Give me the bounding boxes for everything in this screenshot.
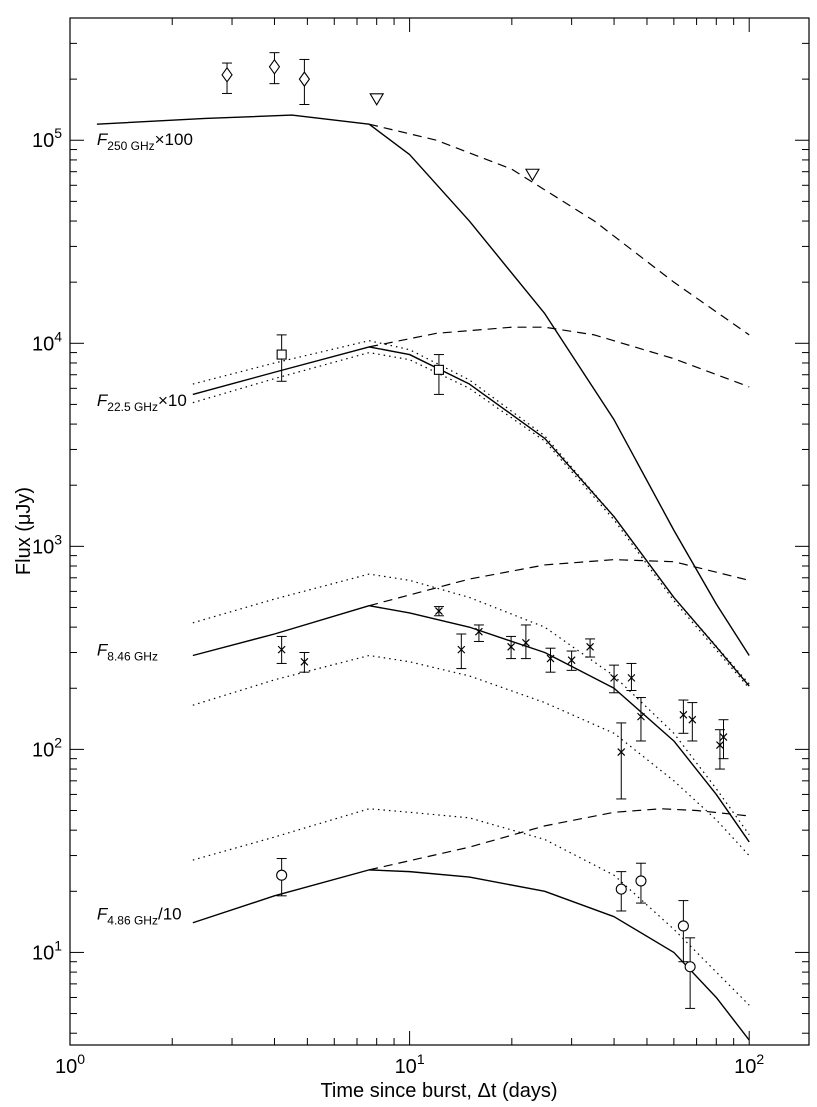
cross-marker <box>300 657 309 666</box>
circle-marker <box>276 869 288 881</box>
cross-marker <box>679 710 688 719</box>
diamond-marker <box>268 58 281 75</box>
cross-marker <box>586 642 595 651</box>
cross-marker <box>546 654 555 663</box>
model-curve-dotted-lower <box>192 351 750 689</box>
circle-marker <box>615 883 627 895</box>
model-curve-dotted-upper <box>192 573 750 836</box>
model-curve-dashed <box>369 326 750 388</box>
series-label: F8.46 GHz <box>97 640 158 663</box>
model-curve-solid <box>192 605 750 843</box>
y-tick-label: 105 <box>32 125 62 152</box>
cross-marker <box>610 673 618 682</box>
cross-marker <box>474 627 483 636</box>
cross-marker <box>637 712 645 721</box>
upper-limit-marker <box>524 168 540 182</box>
y-tick-label: 102 <box>32 734 62 761</box>
square-marker <box>276 349 287 360</box>
x-axis-title: Time since burst, Δt (days) <box>320 1080 557 1102</box>
axis-tick-labels: 100 101 102 101 102 103 104 105 <box>32 125 764 1078</box>
cross-marker <box>617 748 626 756</box>
diamond-marker <box>298 71 311 88</box>
circle-marker <box>635 875 647 887</box>
data-points <box>221 52 729 1009</box>
y-tick-label: 104 <box>32 328 62 355</box>
diamond-marker <box>221 66 233 83</box>
cross-marker <box>521 638 530 647</box>
model-curve-dotted-upper <box>192 808 750 1006</box>
model-curve-solid <box>192 346 750 687</box>
circle-marker <box>684 961 696 973</box>
cross-marker <box>507 642 516 651</box>
axis-ticks <box>69 17 809 1045</box>
model-curve-solid <box>192 869 750 1041</box>
cross-marker <box>627 673 636 682</box>
cross-marker <box>688 715 697 724</box>
cross-marker <box>435 607 443 615</box>
model-curve-solid <box>96 114 750 656</box>
upper-limit-marker <box>369 93 385 106</box>
cross-marker <box>719 733 728 741</box>
model-curves <box>96 114 750 1041</box>
cross-marker <box>567 656 576 665</box>
series-label: F22.5 GHz×10 <box>97 391 187 414</box>
series-label: F4.86 GHz/10 <box>97 905 182 928</box>
y-tick-label: 101 <box>32 937 62 964</box>
cross-marker <box>277 645 286 654</box>
model-curve-dashed <box>368 559 750 607</box>
model-curve-dashed <box>368 123 750 336</box>
y-tick-label: 103 <box>32 531 62 558</box>
plot-frame <box>69 17 810 1046</box>
x-tick-label: 102 <box>734 1051 764 1078</box>
square-marker <box>433 364 444 375</box>
circle-marker <box>677 920 689 932</box>
y-axis-title: Flux (μJy) <box>13 487 35 575</box>
x-tick-label: 101 <box>395 1051 425 1078</box>
series-labels: F250 GHz×100 F22.5 GHz×10 F8.46 GHz F4.86 G… <box>97 130 193 928</box>
x-tick-label: 100 <box>55 1051 85 1078</box>
model-curve-dashed <box>368 808 750 871</box>
model-curve-dotted-upper <box>192 340 750 685</box>
model-curve-dotted-lower <box>192 654 750 856</box>
series-label: F250 GHz×100 <box>97 130 193 153</box>
cross-marker <box>716 741 724 750</box>
cross-marker <box>457 645 466 654</box>
